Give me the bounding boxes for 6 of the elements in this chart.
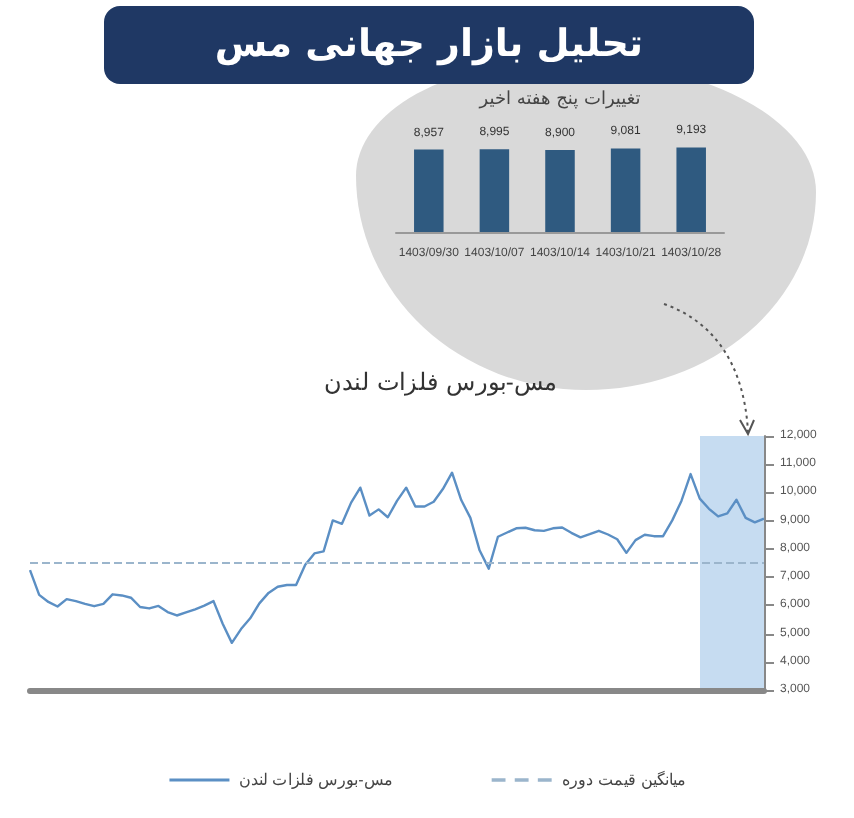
- line-series: [28, 471, 766, 645]
- legend-label: میانگین قیمت دوره: [561, 769, 685, 789]
- chart-title: مس-بورس فلزات لندن: [324, 368, 556, 396]
- legend-label: مس-بورس فلزات لندن: [239, 771, 392, 789]
- chart-subtitle: تغییرات پنج هفته اخیر: [476, 90, 643, 110]
- chart-title: تحلیل بازار جهانی مس: [104, 6, 754, 84]
